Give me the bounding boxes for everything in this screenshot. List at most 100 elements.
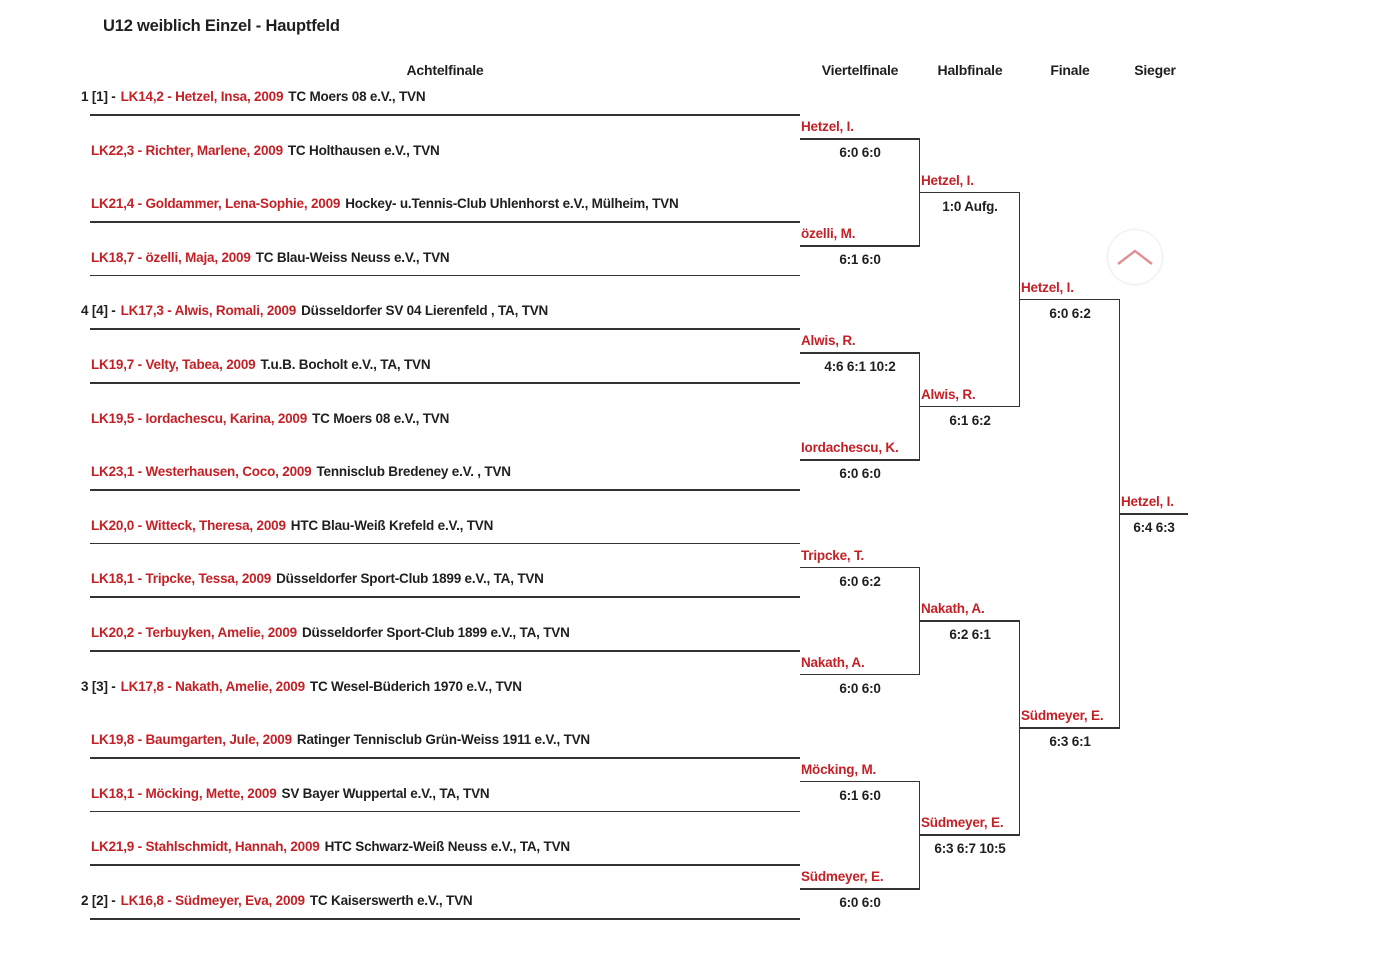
player-link[interactable]: LK20,2 - Terbuyken, Amelie, 2009 [91,625,297,640]
winner-link[interactable]: Alwis, R. [921,386,976,402]
winner-link[interactable]: Tripcke, T. [801,547,865,563]
round1-entry: LK21,9 - Stahlschmidt, Hannah, 2009 HTC S… [91,838,570,856]
round1-entry: LK22,3 - Richter, Marlene, 2009 TC Holtha… [91,142,440,160]
player-link[interactable]: LK18,7 - özelli, Maja, 2009 [91,249,251,265]
bracket-line [90,810,800,813]
bracket-line [90,596,800,598]
bracket-line [800,780,920,783]
column-header-finale: Finale [1050,62,1090,78]
bracket-connector [1118,298,1120,729]
bracket-line [800,459,920,461]
round1-entry: 2 [2] - LK16,8 - Südmeyer, Eva, 2009 TC Ka… [81,892,473,910]
club-label: Ratinger Tennisclub Grün-Weiss 1911 e.V.… [296,732,590,748]
player-link[interactable]: LK16,8 - Südmeyer, Eva, 2009 [120,893,305,908]
page-title: U12 weiblich Einzel - Hauptfeld [103,17,340,35]
round1-entry: LK20,0 - Witteck, Theresa, 2009 HTC Blau-… [91,517,493,535]
player-link[interactable]: LK20,0 - Witteck, Theresa, 2009 [91,517,286,533]
column-header-achtelfinale: Achtelfinale [406,62,484,78]
winner-link[interactable]: Iordachescu, K. [801,440,899,456]
player-link[interactable]: LK19,5 - Iordachescu, Karina, 2009 [91,410,308,426]
bracket-line [90,757,800,759]
bracket-line [90,328,800,330]
winner-link[interactable]: Hetzel, I. [1121,494,1174,509]
winner-link[interactable]: Nakath, A. [801,654,865,670]
bracket-line [90,650,800,652]
club-label: Hockey- u.Tennis-Club Uhlenhorst e.V., M… [345,196,679,212]
seed-label: 3 [3] - [81,678,116,694]
bracket-line [800,673,920,676]
round1-entry: LK19,7 - Velty, Tabea, 2009 T.u.B. Bochol… [91,356,431,374]
winner-link[interactable]: Südmeyer, E. [921,815,1004,831]
winner-link[interactable]: Alwis, R. [801,333,856,349]
bracket-connector [918,352,920,461]
round1-entry: LK19,5 - Iordachescu, Karina, 2009 TC Moe… [91,410,449,428]
match-score: 6:0 6:0 [839,895,881,910]
winner-link[interactable]: Südmeyer, E. [1021,708,1104,724]
seed-label: 2 [2] - [81,893,116,908]
player-link[interactable]: LK21,4 - Goldammer, Lena-Sophie, 2009 [91,196,341,212]
bracket-line [1020,727,1120,729]
player-link[interactable]: LK18,1 - Tripcke, Tessa, 2009 [91,571,272,587]
club-label: TC Wesel-Büderich 1970 e.V., TVN [309,678,522,694]
bracket-line [90,114,800,116]
match-score: 6:1 6:0 [839,787,881,803]
bracket-line [1120,513,1188,515]
club-label: Düsseldorfer Sport-Club 1899 e.V., TA, T… [301,625,570,640]
match-score: 6:3 6:1 [1049,734,1091,750]
chevron-up-icon [1117,248,1153,265]
winner-link[interactable]: özelli, M. [801,226,856,242]
winner-link[interactable]: Hetzel, I. [801,119,854,134]
bracket-line [90,542,800,545]
bracket-line [90,382,800,384]
round1-entry: 3 [3] - LK17,8 - Nakath, Amelie, 2009 TC W… [81,678,522,696]
player-link[interactable]: LK19,7 - Velty, Tabea, 2009 [91,357,256,372]
winner-link[interactable]: Hetzel, I. [921,172,974,188]
player-link[interactable]: LK17,3 - Alwis, Romali, 2009 [120,303,297,319]
club-label: TC Moers 08 e.V., TVN [312,410,450,426]
club-label: Düsseldorfer SV 04 Lierenfeld , TA, TVN [301,303,549,319]
bracket-connector [918,780,920,890]
round1-entry: 4 [4] - LK17,3 - Alwis, Romali, 2009 Düsse… [81,302,548,320]
bracket-connector [918,566,920,676]
bracket-line [90,918,800,920]
match-score: 6:0 6:0 [839,145,881,160]
seed-label: 1 [1] - [81,89,116,104]
club-label: TC Moers 08 e.V., TVN [288,89,426,104]
winner-link[interactable]: Hetzel, I. [1021,279,1074,295]
player-link[interactable]: LK19,8 - Baumgarten, Jule, 2009 [91,732,292,748]
player-link[interactable]: LK22,3 - Richter, Marlene, 2009 [91,142,283,158]
match-score: 6:0 6:0 [839,466,881,482]
scroll-top-button[interactable] [1107,229,1163,285]
bracket-line [90,864,800,866]
player-link[interactable]: LK23,1 - Westerhausen, Coco, 2009 [91,464,312,480]
club-label: Düsseldorfer Sport-Club 1899 e.V., TA, T… [276,571,544,587]
club-label: TC Kaiserswerth e.V., TVN [309,893,473,908]
column-header-sieger: Sieger [1134,62,1176,78]
column-header-halbfinale: Halbfinale [937,62,1003,78]
player-link[interactable]: LK14,2 - Hetzel, Insa, 2009 [120,89,284,104]
bracket-line [90,489,800,491]
winner-link[interactable]: Nakath, A. [921,601,985,617]
winner-link[interactable]: Möcking, M. [801,761,877,777]
bracket-line [800,566,920,569]
match-score: 6:1 6:0 [839,252,881,268]
bracket-line [800,352,920,354]
player-link[interactable]: LK21,9 - Stahlschmidt, Hannah, 2009 [91,839,320,855]
bracket-line [920,620,1020,622]
bracket-line [90,274,800,277]
match-score: 6:0 6:0 [839,680,881,696]
player-link[interactable]: LK18,1 - Möcking, Mette, 2009 [91,785,277,801]
player-link[interactable]: LK17,8 - Nakath, Amelie, 2009 [120,678,305,694]
bracket-line [800,888,920,890]
winner-link[interactable]: Südmeyer, E. [801,869,884,884]
bracket-line [920,191,1020,194]
bracket-line [800,138,920,140]
bracket-connector [1018,620,1020,836]
club-label: TC Blau-Weiss Neuss e.V., TVN [255,249,450,265]
round1-entry: LK21,4 - Goldammer, Lena-Sophie, 2009 Hoc… [91,195,679,213]
match-score: 6:4 6:3 [1133,520,1175,535]
bracket-connector [918,138,920,247]
round1-entry: LK19,8 - Baumgarten, Jule, 2009 Ratinger … [91,731,590,749]
column-header-viertelfinale: Viertelfinale [821,62,899,78]
